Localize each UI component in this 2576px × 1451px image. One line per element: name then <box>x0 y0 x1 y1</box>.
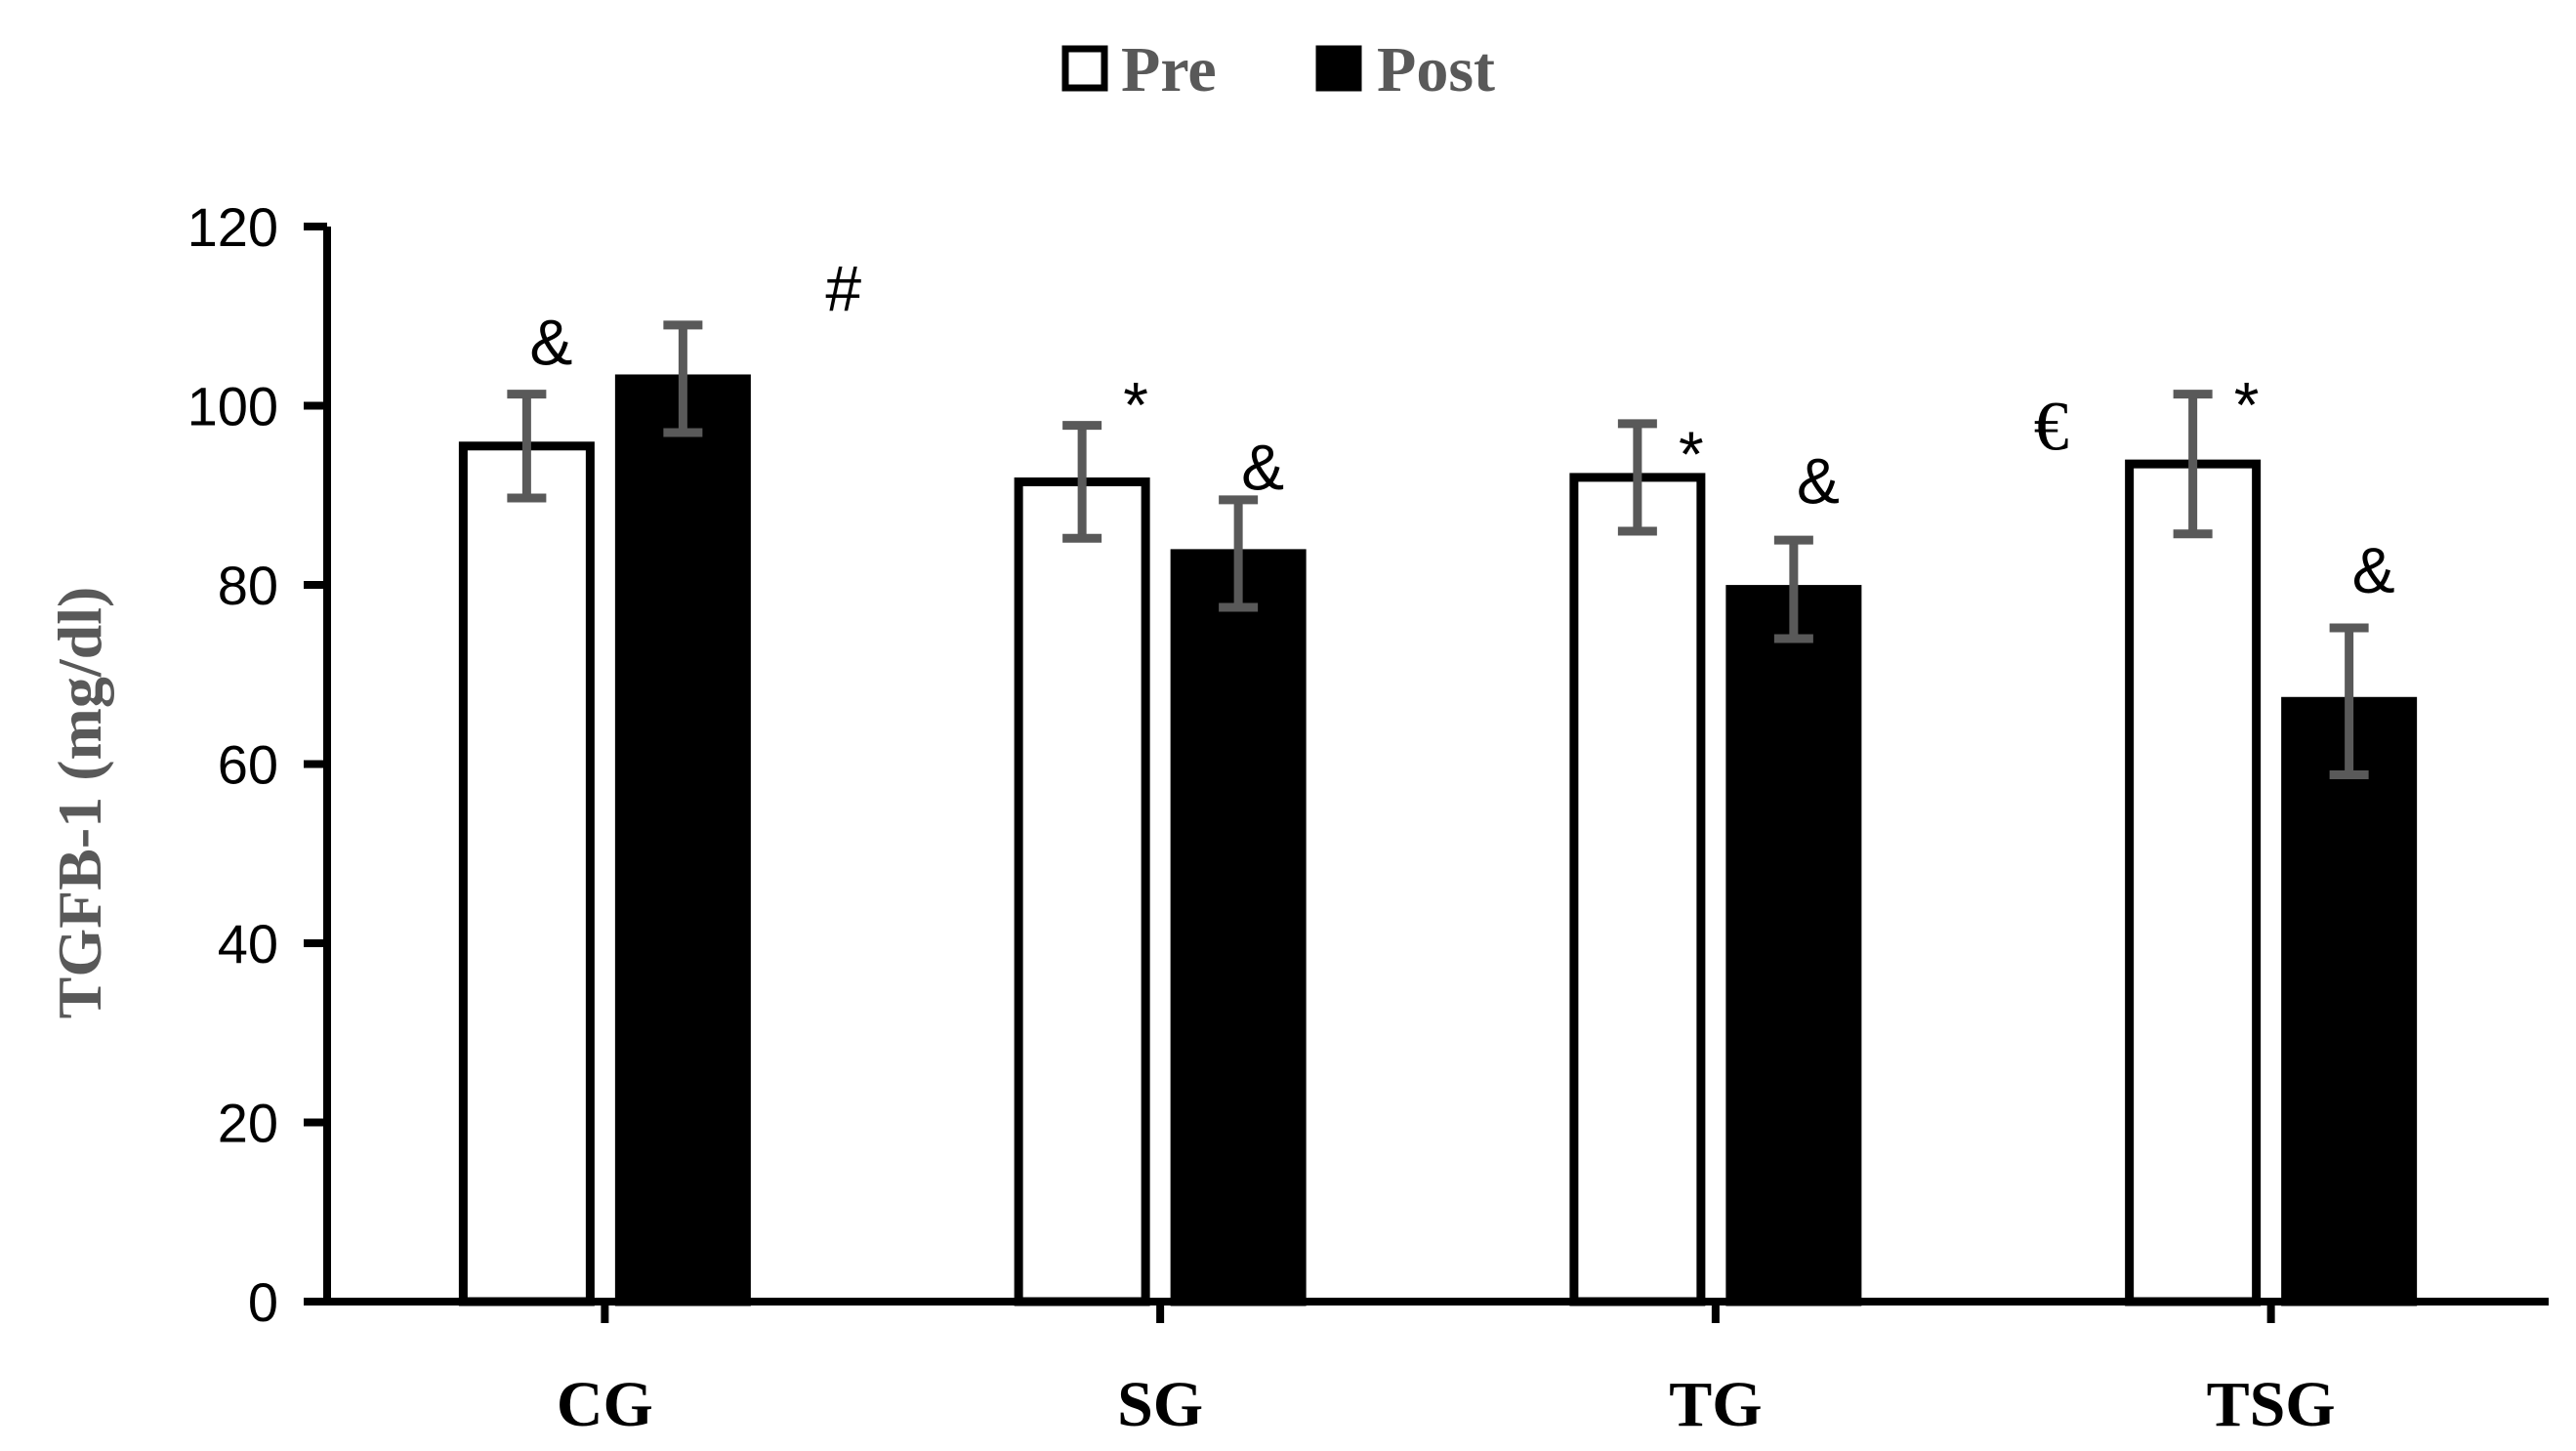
annotations-layer: & # * & * & € * & <box>529 252 2394 606</box>
x-category-label-sg: SG <box>1117 1369 1203 1440</box>
legend-swatch-pre <box>1061 45 1108 92</box>
error-bar-post-sg <box>1219 495 1259 612</box>
significance-annotation: € <box>2034 387 2069 465</box>
significance-annotation: * <box>2234 369 2260 441</box>
y-tick-label-40: 40 <box>218 913 278 974</box>
x-category-label-tsg: TSG <box>2207 1369 2336 1440</box>
significance-annotation: & <box>1797 444 1840 517</box>
legend-label-pre: Pre <box>1121 34 1217 105</box>
y-tick-label-20: 20 <box>218 1093 278 1154</box>
significance-annotation: & <box>529 306 572 378</box>
axes-layer: 0 20 40 60 80 100 120 CG SG TG TSG <box>187 196 2549 1440</box>
significance-annotation: & <box>2352 534 2395 606</box>
x-category-label-cg: CG <box>557 1369 653 1440</box>
y-tick-label-0: 0 <box>248 1271 278 1333</box>
y-tick-label-60: 60 <box>218 734 278 796</box>
error-bar-pre-sg <box>1062 421 1102 543</box>
error-bars-layer <box>507 320 2369 780</box>
legend: Pre Post <box>1061 34 1495 105</box>
bar-pre-tsg <box>2125 459 2262 1306</box>
significance-annotation: # <box>825 252 861 324</box>
error-bar-post-cg <box>663 320 703 437</box>
error-bar-pre-tg <box>1617 419 1657 536</box>
y-tick-label-80: 80 <box>218 555 278 616</box>
x-category-label-tg: TG <box>1669 1369 1762 1440</box>
error-bar-post-tg <box>1773 535 1813 643</box>
error-bar-pre-tsg <box>2173 390 2213 539</box>
bar-post-sg <box>1170 549 1307 1306</box>
legend-label-post: Post <box>1377 34 1495 105</box>
bar-pre-sg <box>1014 477 1150 1306</box>
significance-annotation: * <box>1679 418 1704 490</box>
y-tick-label-120: 120 <box>187 196 278 258</box>
significance-annotation: * <box>1123 369 1148 441</box>
bar-post-tsg <box>2281 696 2418 1306</box>
significance-annotation: & <box>1241 432 1284 504</box>
error-bar-pre-cg <box>507 390 547 503</box>
y-axis-label: TGFB-1 (mg/dl) <box>45 587 114 1019</box>
error-bar-post-tsg <box>2329 623 2369 780</box>
bar-pre-cg <box>458 441 595 1306</box>
bars-layer <box>458 374 2418 1306</box>
bar-pre-tg <box>1569 473 1706 1306</box>
y-tick-label-100: 100 <box>187 376 278 437</box>
legend-swatch-post <box>1315 45 1362 92</box>
bar-post-cg <box>614 374 751 1306</box>
bar-post-tg <box>1725 585 1862 1306</box>
